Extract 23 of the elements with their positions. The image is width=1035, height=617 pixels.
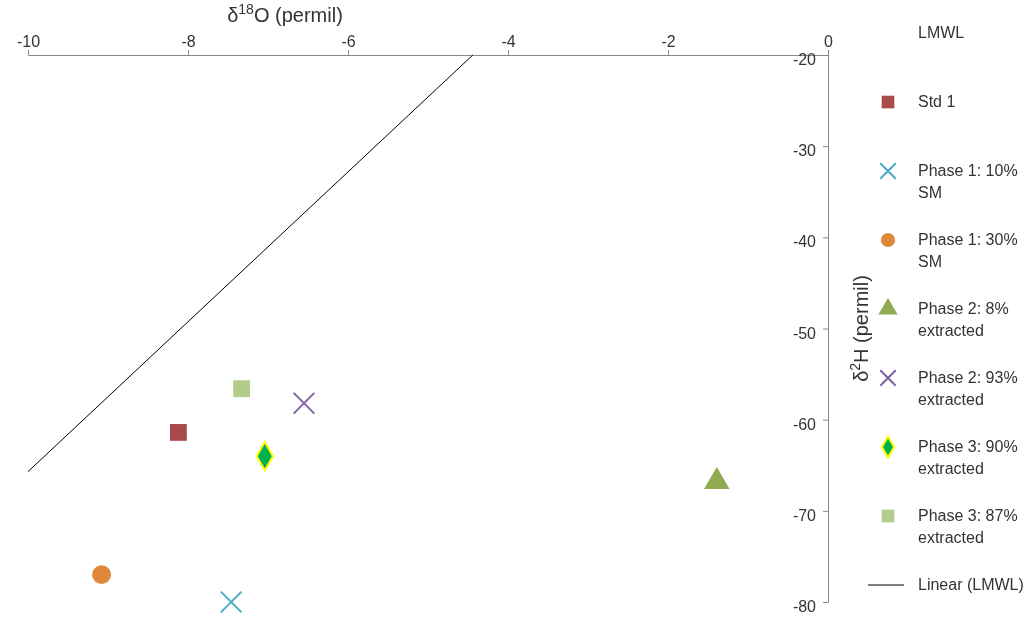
x-tick-label: -10: [16, 33, 41, 50]
legend-label: Phase 2: 93% extracted: [918, 369, 1018, 408]
y-tick-label: -30: [792, 142, 817, 160]
x-tick-label: -4: [501, 33, 516, 50]
y-tick-label: -60: [792, 415, 817, 433]
x-axis-title: δ$^{18}$O (permil): [227, 1, 343, 26]
legend-label: Phase 2: 8% extracted: [918, 300, 1009, 339]
y-tick-label: -20: [792, 51, 817, 69]
text: LMWL: [918, 24, 965, 41]
y-tick-label: -70: [792, 506, 817, 524]
legend-label: Phase 1: 30% SM: [918, 231, 1018, 270]
legend-label: Phase 1: 10% SM: [918, 162, 1018, 201]
x-tick-label: 0: [824, 33, 834, 50]
y-tick-label: -80: [792, 598, 817, 616]
x-tick-label: -8: [181, 33, 196, 50]
legend-label: Phase 3: 90% extracted: [918, 438, 1018, 477]
y-tick-label: -40: [792, 233, 817, 251]
legend-label: Linear (LMWL): [918, 576, 1024, 593]
x-tick-label: -2: [661, 33, 676, 50]
legend-label: Std 1: [918, 93, 956, 110]
x-tick-label: -6: [341, 33, 356, 50]
y-tick-label: -50: [792, 324, 817, 342]
legend-label: Phase 3: 87% extracted: [918, 507, 1018, 546]
